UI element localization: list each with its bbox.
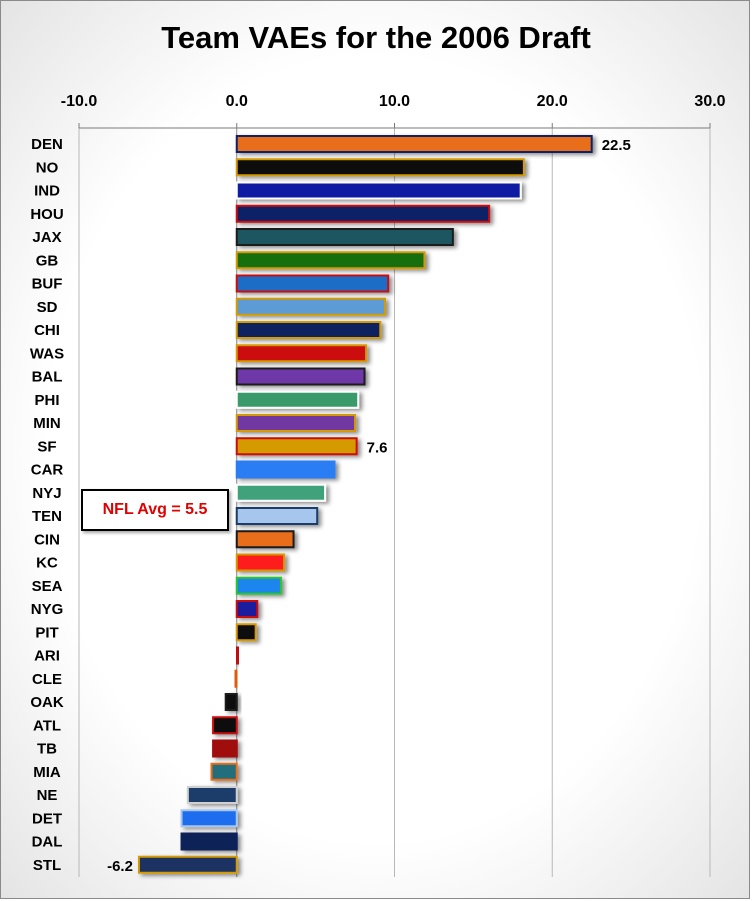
bar-mia [210, 762, 238, 781]
bar-bal [235, 367, 366, 386]
category-label-ind: IND [34, 183, 60, 200]
bar-dal [180, 832, 238, 851]
bar-ari [235, 646, 240, 665]
data-label-den: 22.5 [602, 137, 631, 154]
category-label-phi: PHI [34, 392, 59, 409]
bar-hou [235, 204, 491, 223]
bar-stl [137, 855, 238, 874]
nfl-average-annotation: NFL Avg = 5.5 [81, 489, 229, 531]
category-label-sf: SF [37, 438, 56, 455]
bar-cin [235, 530, 295, 549]
category-label-kc: KC [36, 555, 58, 572]
category-label-nyj: NYJ [32, 485, 61, 502]
bar-sea [235, 576, 282, 595]
bar-cle [234, 669, 238, 688]
category-label-den: DEN [31, 136, 63, 153]
bar-den [235, 135, 593, 153]
bar-was [235, 344, 368, 363]
category-label-was: WAS [30, 345, 64, 362]
bar-kc [235, 553, 286, 572]
category-label-mia: MIA [33, 764, 61, 781]
category-label-min: MIN [33, 415, 61, 432]
bar-phi [235, 390, 360, 409]
bar-pit [235, 623, 257, 642]
bar-ten [235, 507, 319, 525]
data-label-sf: 7.6 [367, 439, 388, 456]
bar-nyj [235, 483, 327, 502]
category-label-dal: DAL [32, 834, 63, 851]
category-label-cin: CIN [34, 531, 60, 548]
category-label-sd: SD [37, 299, 58, 316]
category-label-det: DET [32, 810, 62, 827]
bar-car [235, 460, 336, 479]
category-label-pit: PIT [35, 624, 58, 641]
bar-atl [212, 716, 238, 735]
x-tick-label: 20.0 [537, 93, 568, 110]
bar-no [235, 158, 525, 177]
bar-det [180, 809, 238, 828]
category-label-tb: TB [37, 741, 57, 758]
bar-oak [224, 693, 238, 711]
bar-jax [235, 228, 454, 246]
category-label-ari: ARI [34, 648, 60, 665]
category-label-stl: STL [33, 857, 61, 874]
bar-chi [235, 321, 382, 339]
bar-ind [235, 181, 522, 200]
category-label-nyg: NYG [31, 601, 64, 618]
x-tick-label: 30.0 [694, 93, 725, 110]
bar-tb [212, 739, 238, 758]
category-label-cle: CLE [32, 671, 62, 688]
x-tick-label: -10.0 [61, 93, 98, 110]
category-label-gb: GB [36, 252, 59, 269]
category-label-ten: TEN [32, 508, 62, 525]
bar-gb [235, 251, 426, 270]
category-label-oak: OAK [30, 694, 64, 711]
category-label-ne: NE [37, 787, 58, 804]
data-label-stl: -6.2 [107, 858, 133, 875]
bar-sf [235, 437, 358, 456]
x-tick-label: 10.0 [379, 93, 410, 110]
category-label-chi: CHI [34, 322, 60, 339]
bar-ne [186, 786, 238, 804]
bar-buf [235, 274, 390, 293]
category-label-jax: JAX [32, 229, 61, 246]
x-tick-label: 0.0 [226, 93, 248, 110]
category-label-sea: SEA [32, 578, 63, 595]
category-label-no: NO [36, 159, 59, 176]
bar-min [235, 414, 357, 432]
category-label-bal: BAL [32, 369, 63, 386]
category-label-buf: BUF [32, 276, 63, 293]
chart-title: Team VAEs for the 2006 Draft [161, 20, 591, 55]
category-label-atl: ATL [33, 717, 61, 734]
category-label-hou: HOU [30, 206, 63, 223]
category-label-car: CAR [31, 462, 64, 479]
bar-sd [235, 297, 387, 316]
bar-nyg [235, 600, 259, 618]
